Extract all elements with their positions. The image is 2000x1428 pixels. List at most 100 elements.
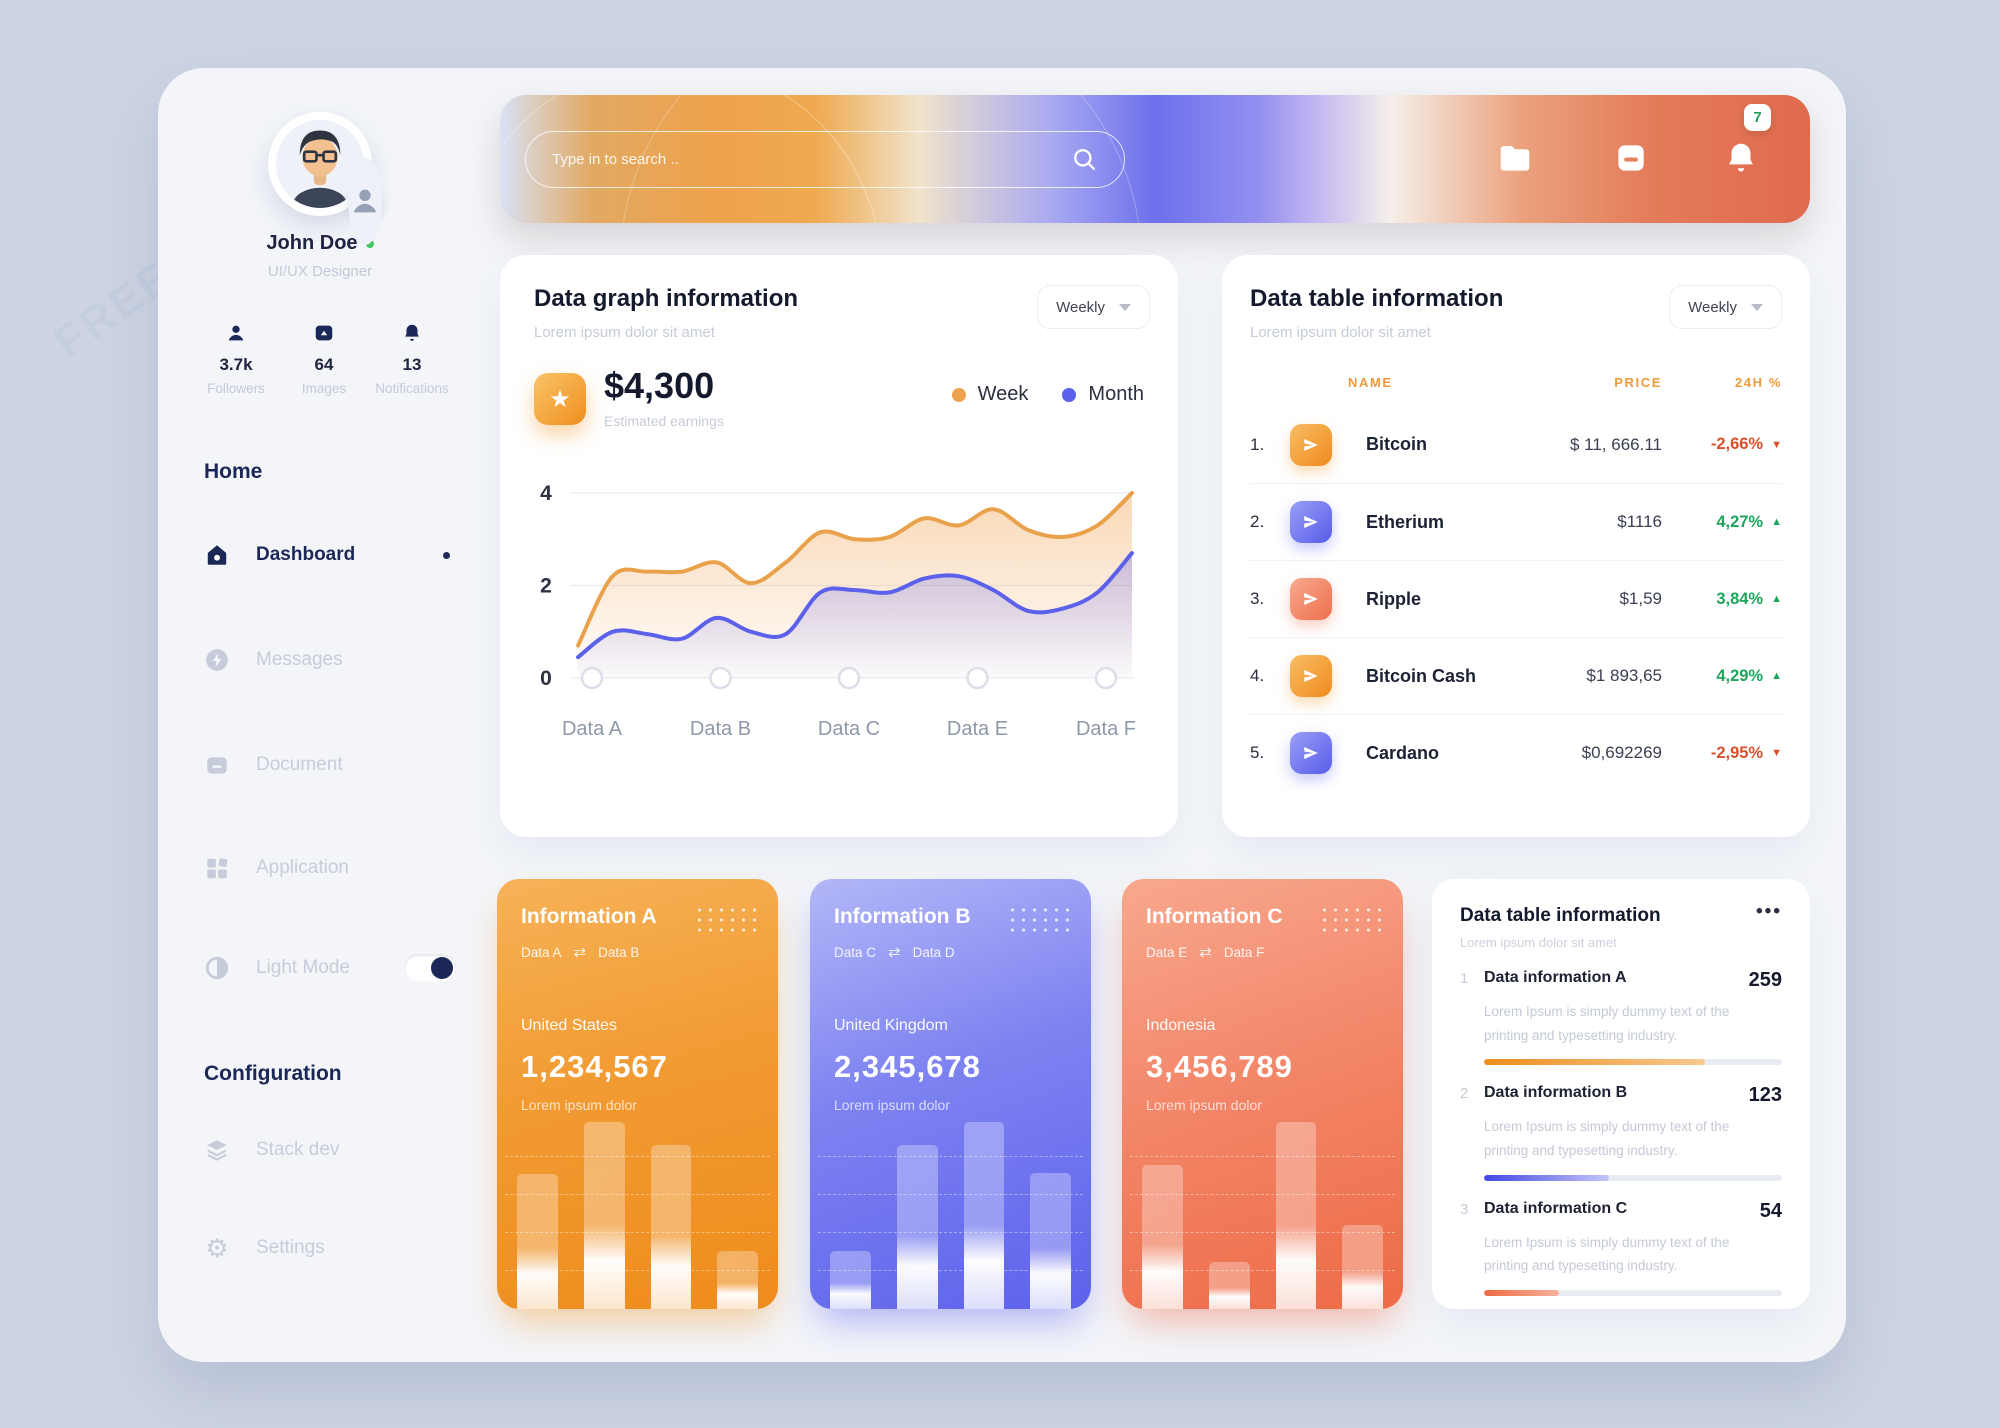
column-change: 24H % (1734, 375, 1782, 390)
avatar-edit-badge[interactable] (348, 157, 382, 245)
info-card-c[interactable]: Information C Data E ⇄ Data F Indonesia … (1122, 879, 1403, 1309)
item-description: Lorem Ipsum is simply dummy text of the … (1484, 1234, 1730, 1274)
svg-text:Data E: Data E (947, 718, 1008, 740)
coin-price: $0,692269 (1581, 743, 1662, 762)
coin-change: 4,29% (1662, 667, 1782, 686)
coin-price: $1116 (1617, 512, 1662, 531)
period-dropdown[interactable]: Weekly (1037, 285, 1150, 329)
summary-title: Data table information (1460, 905, 1661, 926)
sidebar-item-document[interactable]: Document (204, 743, 456, 787)
period-dropdown[interactable]: Weekly (1669, 285, 1782, 329)
swap-icon: ⇄ (573, 944, 587, 961)
graph-card-title: Data graph information (534, 285, 799, 312)
bar (650, 1145, 692, 1309)
table-row[interactable]: 1. Bitcoin $ 11, 666.11 -2,66% (1250, 406, 1782, 483)
info-card-b[interactable]: Information B Data C ⇄ Data D United Kin… (810, 879, 1091, 1309)
trend-arrow-icon (1771, 516, 1782, 528)
summary-item: 2 Data information B 123 Lorem Ipsum is … (1460, 1084, 1782, 1181)
info-card-country: United Kingdom (834, 1017, 948, 1034)
legend-month[interactable]: Month (1062, 383, 1144, 406)
trend-arrow-icon (1771, 593, 1782, 605)
home-icon (207, 545, 227, 565)
mini-bar-chart (517, 1114, 758, 1309)
table-row[interactable]: 5. Cardano $0,692269 -2,95% (1250, 714, 1782, 791)
progress-track (1484, 1174, 1782, 1181)
coin-change: 4,27% (1662, 513, 1782, 532)
rocket-icon (1290, 655, 1332, 697)
notification-badge[interactable]: 7 (1744, 104, 1771, 131)
sidebar-item-label: Application (256, 857, 349, 878)
legend-month-label: Month (1088, 383, 1144, 405)
item-title: Data information A (1484, 969, 1627, 986)
sidebar-item-label: Document (256, 754, 343, 775)
bell-icon[interactable] (1722, 139, 1760, 177)
row-rank: 1. (1250, 434, 1265, 454)
inbox-icon[interactable] (1612, 139, 1650, 177)
table-row[interactable]: 2. Etherium $1116 4,27% (1250, 483, 1782, 560)
sidebar-item-dashboard[interactable]: Dashboard (204, 533, 456, 577)
trend-arrow-icon (1771, 670, 1782, 682)
grid-icon (207, 858, 228, 879)
sidebar-item-messages[interactable]: Messages (204, 638, 456, 682)
info-card-title: Information A (521, 905, 657, 928)
dashed-gridlines (810, 1139, 1091, 1309)
table-row[interactable]: 4. Bitcoin Cash $1 893,65 4,29% (1250, 637, 1782, 714)
item-value: 54 (1759, 1199, 1782, 1222)
light-mode-toggle[interactable] (404, 954, 456, 982)
svg-text:2: 2 (540, 575, 552, 598)
period-value: Weekly (1688, 298, 1737, 316)
legend-week[interactable]: Week (951, 383, 1028, 406)
bar (896, 1145, 938, 1309)
info-card-pair: Data E ⇄ Data F (1146, 943, 1379, 961)
folder-icon[interactable] (1496, 139, 1534, 177)
stat-label: Notifications (375, 381, 449, 396)
pair-right: Data F (1223, 944, 1265, 960)
contrast-icon (205, 956, 229, 980)
stat-label: Followers (207, 381, 265, 396)
pair-right: Data D (912, 944, 955, 960)
coin-name: Bitcoin (1366, 434, 1427, 454)
svg-text:Data A: Data A (562, 718, 623, 740)
sidebar-item-light-mode[interactable]: Light Mode (204, 946, 456, 990)
pair-left: Data A (521, 944, 562, 960)
row-rank: 2. (1250, 512, 1265, 531)
info-card-a[interactable]: Information A Data A ⇄ Data B United Sta… (497, 879, 778, 1309)
swap-icon: ⇄ (888, 944, 901, 961)
dots-decoration (1007, 905, 1069, 933)
stat-notifications: 13 Notifications (371, 322, 453, 396)
sidebar-item-application[interactable]: Application (204, 846, 456, 890)
svg-text:Data F: Data F (1076, 718, 1136, 740)
avatar[interactable] (268, 112, 382, 245)
profile-name: John Doe (266, 232, 358, 254)
bar (583, 1121, 625, 1309)
progress-fill (1484, 1174, 1610, 1181)
coin-name: Ripple (1366, 588, 1422, 609)
earnings-line-chart: 0 2 4 Data A Data B Data C Data E Data F (540, 482, 1136, 740)
progress-fill (1484, 1059, 1705, 1066)
pair-right: Data B (598, 944, 640, 960)
svg-text:0: 0 (540, 667, 552, 690)
info-card-caption: Lorem ipsum dolor (521, 1097, 637, 1113)
earnings-caption: Estimated earnings (604, 413, 724, 429)
sidebar-item-settings[interactable]: ⚙ Settings (204, 1226, 456, 1270)
legend-week-dot (951, 387, 966, 402)
table-row[interactable]: 3. Ripple $1,59 3,84% (1250, 560, 1782, 637)
document-icon (207, 757, 227, 774)
sidebar-item-label: Light Mode (256, 957, 351, 978)
info-card-caption: Lorem ipsum dolor (1146, 1097, 1262, 1113)
search-input[interactable] (525, 131, 1125, 188)
swap-icon: ⇄ (1199, 944, 1212, 961)
crypto-table-card: Data table information Lorem ipsum dolor… (1222, 255, 1810, 837)
user-icon (348, 157, 382, 245)
bar (1030, 1172, 1071, 1309)
table-card-subtitle: Lorem ipsum dolor sit amet (1250, 324, 1431, 341)
column-name: NAME (1348, 375, 1393, 390)
sidebar-item-stack-dev[interactable]: Stack dev (204, 1128, 456, 1172)
more-options-icon[interactable] (1756, 901, 1782, 923)
dots-decoration (1319, 905, 1381, 933)
profile-section: John Doe UI/UX Designer (200, 112, 440, 280)
online-status-dot (365, 239, 374, 248)
gear-icon: ⚙ (205, 1233, 229, 1263)
bell-icon (371, 322, 453, 346)
search-icon[interactable] (1070, 145, 1098, 173)
